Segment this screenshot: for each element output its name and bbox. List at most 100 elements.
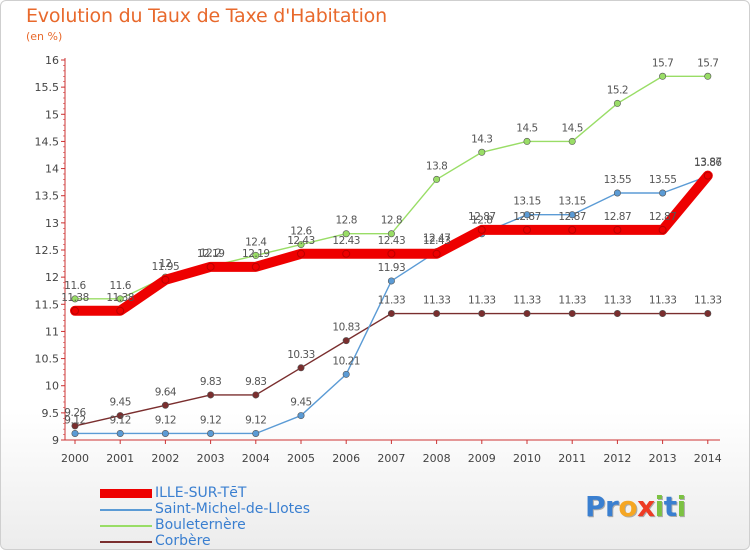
data-point-corb-re xyxy=(659,310,667,318)
data-point-saint-michel-de-llotes xyxy=(523,211,531,219)
data-point-corb-re xyxy=(433,310,441,318)
data-label-ille-sur-t-t: 12.87 xyxy=(604,211,632,223)
data-label-ille-sur-t-t: 11.95 xyxy=(152,261,180,273)
data-point-saint-michel-de-llotes xyxy=(161,429,169,437)
data-label-bouletern-re: 11.6 xyxy=(64,280,86,292)
data-point-ille-sur-t-t xyxy=(251,262,260,271)
data-label-bouletern-re: 12 xyxy=(159,258,171,270)
data-point-bouletern-re xyxy=(116,295,124,303)
data-label-corb-re: 9.83 xyxy=(245,376,266,388)
data-label-ille-sur-t-t: 12.43 xyxy=(423,235,451,247)
data-label-ille-sur-t-t: 12.87 xyxy=(649,211,677,223)
data-label-corb-re: 11.33 xyxy=(468,295,496,307)
data-label-bouletern-re: 15.2 xyxy=(607,84,628,96)
data-label-ille-sur-t-t: 13.87 xyxy=(694,157,722,169)
y-tick-label: 13 xyxy=(45,217,59,230)
data-point-ille-sur-t-t xyxy=(613,225,622,234)
data-label-saint-michel-de-llotes: 9.12 xyxy=(200,414,221,426)
chart-title: Evolution du Taux de Taxe d'Habitation xyxy=(26,5,387,27)
y-tick-label: 15 xyxy=(45,108,59,121)
data-label-corb-re: 9.26 xyxy=(64,407,86,419)
data-point-saint-michel-de-llotes xyxy=(387,277,395,285)
data-label-bouletern-re: 14.5 xyxy=(562,122,583,134)
data-point-ille-sur-t-t xyxy=(161,275,170,284)
logo-letter: r xyxy=(605,490,619,523)
data-point-corb-re xyxy=(523,310,531,318)
data-label-saint-michel-de-llotes: 13.55 xyxy=(604,174,632,186)
logo-letter: i xyxy=(654,490,665,523)
data-label-corb-re: 9.83 xyxy=(200,376,221,388)
data-point-ille-sur-t-t xyxy=(342,249,351,258)
chart-subtitle: (en %) xyxy=(26,30,63,43)
data-point-corb-re xyxy=(568,310,576,318)
y-tick-label: 13.5 xyxy=(35,190,60,203)
data-point-ille-sur-t-t xyxy=(477,225,486,234)
legend-label: Bouleternère xyxy=(155,517,246,533)
y-tick-label: 10 xyxy=(45,380,59,393)
data-point-corb-re xyxy=(704,310,712,318)
data-point-corb-re xyxy=(297,364,305,372)
data-label-ille-sur-t-t: 11.38 xyxy=(61,292,89,304)
y-tick-label: 12.5 xyxy=(35,244,60,257)
data-label-corb-re: 11.33 xyxy=(423,295,451,307)
y-tick-label: 9 xyxy=(52,434,59,447)
data-point-saint-michel-de-llotes xyxy=(71,429,79,437)
data-point-bouletern-re xyxy=(478,148,486,156)
data-label-corb-re: 11.33 xyxy=(378,295,406,307)
data-point-saint-michel-de-llotes xyxy=(342,370,350,378)
data-point-ille-sur-t-t xyxy=(297,249,305,258)
data-point-ille-sur-t-t xyxy=(658,225,667,234)
data-point-bouletern-re xyxy=(252,251,260,259)
proxiti-logo: Proxiti xyxy=(585,490,686,523)
data-point-ille-sur-t-t xyxy=(206,262,215,271)
data-point-corb-re xyxy=(252,391,260,399)
data-point-corb-re xyxy=(207,391,215,399)
data-point-saint-michel-de-llotes xyxy=(252,429,260,437)
data-label-ille-sur-t-t: 12.43 xyxy=(332,235,360,247)
data-label-bouletern-re: 12.8 xyxy=(381,215,402,227)
data-point-corb-re xyxy=(161,401,169,409)
data-point-saint-michel-de-llotes xyxy=(659,189,667,197)
data-label-saint-michel-de-llotes: 13.55 xyxy=(649,174,677,186)
x-tick-label: 2002 xyxy=(151,452,179,465)
data-point-bouletern-re xyxy=(704,72,712,80)
data-label-saint-michel-de-llotes: 13.15 xyxy=(513,196,541,208)
x-tick-label: 2003 xyxy=(197,452,225,465)
data-point-bouletern-re xyxy=(433,175,441,183)
y-tick-label: 15.5 xyxy=(35,81,60,94)
data-label-bouletern-re: 12.6 xyxy=(290,226,312,238)
x-tick-label: 2008 xyxy=(423,452,451,465)
data-label-corb-re: 11.33 xyxy=(604,295,632,307)
data-point-corb-re xyxy=(71,422,79,430)
data-point-ille-sur-t-t xyxy=(116,306,125,315)
y-tick-label: 14.5 xyxy=(35,135,60,148)
data-label-corb-re: 11.33 xyxy=(513,295,541,307)
logo-letter: P xyxy=(585,490,606,523)
data-point-ille-sur-t-t xyxy=(432,249,441,258)
data-label-saint-michel-de-llotes: 11.93 xyxy=(378,262,406,274)
legend-swatch xyxy=(100,509,152,511)
x-tick-label: 2014 xyxy=(694,452,722,465)
data-label-corb-re: 11.33 xyxy=(694,295,722,307)
data-point-bouletern-re xyxy=(523,137,531,145)
y-tick-label: 10.5 xyxy=(35,353,60,366)
data-point-bouletern-re xyxy=(387,230,395,238)
data-label-saint-michel-de-llotes: 9.45 xyxy=(290,397,311,409)
data-point-corb-re xyxy=(613,310,621,318)
series-line-corb-re xyxy=(74,312,709,427)
data-point-saint-michel-de-llotes xyxy=(568,211,576,219)
data-point-corb-re xyxy=(478,310,486,318)
data-label-ille-sur-t-t: 12.43 xyxy=(378,235,406,247)
data-label-ille-sur-t-t: 11.38 xyxy=(106,292,134,304)
data-label-saint-michel-de-llotes: 9.12 xyxy=(64,414,85,426)
data-label-corb-re: 10.33 xyxy=(287,349,315,361)
data-label-bouletern-re: 11.6 xyxy=(110,280,132,292)
data-label-corb-re: 11.33 xyxy=(558,295,586,307)
y-tick-label: 11 xyxy=(45,325,59,338)
x-tick-label: 2013 xyxy=(649,452,677,465)
y-tick-label: 14 xyxy=(45,163,59,176)
data-point-ille-sur-t-t xyxy=(568,225,577,234)
y-tick-label: 12 xyxy=(45,271,59,284)
